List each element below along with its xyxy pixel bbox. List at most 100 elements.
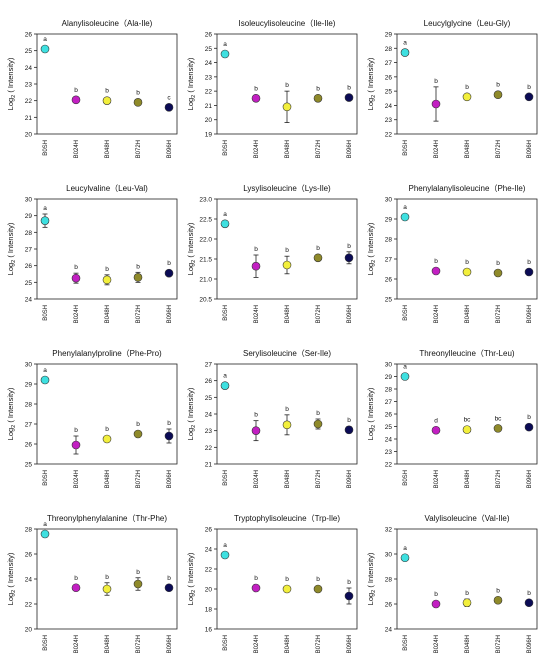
- data-point: [282, 102, 292, 112]
- data-point: [524, 598, 534, 608]
- significance-letter: b: [74, 575, 78, 582]
- significance-letter: b: [105, 426, 109, 433]
- x-tick-label: B096H: [527, 140, 533, 158]
- data-point: [251, 261, 261, 271]
- data-point: [462, 425, 472, 434]
- data-point: [400, 553, 410, 563]
- x-tick-label: B048H: [285, 140, 291, 158]
- panel-4: Leucylvaline（Leu-Val) 24 25 26 27 28 29 30 Log2 …: [6, 184, 178, 323]
- significance-letter: b: [496, 587, 500, 594]
- significance-letter: a: [223, 373, 227, 380]
- data-point: [313, 93, 323, 103]
- significance-letter: b: [316, 85, 320, 92]
- x-tick-label: B024H: [434, 305, 440, 323]
- x-tick-label: B096H: [167, 470, 173, 488]
- data-point: [462, 267, 472, 277]
- data-point: [282, 420, 292, 430]
- data-point: [400, 48, 410, 57]
- significance-letter: b: [254, 246, 258, 253]
- y-tick-label: 24: [205, 547, 213, 554]
- y-tick-label: 21.0: [199, 277, 212, 284]
- x-tick-label: B048H: [285, 635, 291, 653]
- data-point: [251, 93, 261, 103]
- y-tick-label: 21: [25, 115, 33, 122]
- panel-10: Threonylphenylalanine（Thr-Phe) 20 22 24 26 28…: [6, 514, 178, 653]
- x-tick-label: B024H: [74, 305, 80, 323]
- data-point: [164, 431, 174, 441]
- y-axis-label: Log2 ( Intensity): [6, 552, 17, 605]
- data-point: [102, 584, 112, 594]
- data-point: [220, 550, 230, 560]
- y-tick-label: 20.5: [199, 297, 212, 304]
- significance-letter: a: [223, 211, 227, 218]
- data-point: [133, 98, 143, 107]
- plot-frame: [216, 198, 358, 300]
- panel-11: Tryptophylisoleucine（Trp-Ile) 16 18 20 22 24 2…: [186, 514, 358, 653]
- x-tick-label: B024H: [74, 140, 80, 158]
- data-point: [40, 529, 50, 539]
- panel-1: Alanylisoleucine（Ala-Ile) 20 21 22 23 24 25 26 L…: [6, 19, 178, 158]
- y-tick-label: 22: [385, 462, 393, 469]
- y-tick-label: 32: [385, 527, 393, 534]
- y-tick-label: 30: [25, 362, 33, 369]
- panel-title: Lysylisoleucine（Lys-Ile): [243, 184, 331, 193]
- y-tick-label: 21: [205, 103, 213, 110]
- data-point: [251, 583, 261, 593]
- panel-title: Threonylleucine（Thr-Leu): [419, 349, 514, 358]
- y-tick-label: 30: [385, 197, 393, 204]
- panel-12: Valylisoleucine（Val-Ile) 24 26 28 30 32 Log2 (…: [366, 514, 538, 653]
- panel-title: Valylisoleucine（Val-Ile): [424, 514, 509, 523]
- y-tick-label: 26: [385, 74, 393, 81]
- x-tick-label: B024H: [74, 635, 80, 653]
- y-tick-label: 24: [385, 437, 393, 444]
- significance-letter: b: [254, 575, 258, 582]
- significance-letter: b: [347, 417, 351, 424]
- y-tick-label: 28: [385, 46, 393, 53]
- y-tick-label: 20: [25, 132, 33, 139]
- significance-letter: b: [167, 420, 171, 427]
- y-tick-label: 19: [205, 132, 213, 139]
- y-tick-label: 25: [25, 48, 33, 55]
- x-tick-label: B048H: [105, 140, 111, 158]
- panel-title: Phenylalanylisoleucine（Phe-Ile): [409, 184, 526, 193]
- x-tick-label: B048H: [105, 305, 111, 323]
- y-axis-label: Log2 ( Intensity): [366, 222, 377, 275]
- significance-letter: b: [105, 88, 109, 95]
- x-tick-label: B0SH: [403, 140, 409, 156]
- significance-letter: b: [285, 247, 289, 254]
- y-tick-label: 23: [385, 117, 393, 124]
- data-point: [524, 92, 534, 102]
- data-point: [313, 253, 323, 263]
- y-tick-label: 20: [25, 627, 33, 634]
- data-point: [282, 584, 292, 594]
- y-tick-label: 21: [205, 462, 213, 469]
- data-point: [220, 381, 230, 390]
- x-tick-label: B0SH: [403, 635, 409, 651]
- y-tick-label: 29: [25, 213, 33, 220]
- panel-title: Leucylglycine（Leu-Gly): [424, 19, 511, 28]
- panel-title: Threonylphenylalanine（Thr-Phe): [47, 514, 167, 523]
- y-tick-label: 30: [385, 362, 393, 369]
- y-tick-label: 29: [25, 382, 33, 389]
- y-tick-label: 23: [205, 428, 213, 435]
- y-axis-label: Log2 ( Intensity): [366, 552, 377, 605]
- significance-letter: b: [74, 264, 78, 271]
- panel-title: Serylisoleucine（Ser-Ile): [243, 349, 331, 358]
- y-axis-label: Log2 ( Intensity): [186, 552, 197, 605]
- data-point: [133, 273, 143, 282]
- significance-letter: b: [496, 260, 500, 267]
- significance-letter: b: [316, 245, 320, 252]
- significance-letter: b: [465, 590, 469, 597]
- significance-letter: b: [136, 421, 140, 428]
- significance-letter: a: [223, 41, 227, 48]
- panel-6: Phenylalanylisoleucine（Phe-Ile) 25 26 27 28 2…: [366, 184, 538, 323]
- significance-letter: b: [136, 263, 140, 270]
- significance-letter: b: [496, 82, 500, 89]
- data-point: [40, 216, 50, 225]
- significance-letter: b: [167, 260, 171, 267]
- y-tick-label: 30: [385, 552, 393, 559]
- y-tick-label: 26: [385, 412, 393, 419]
- significance-letter: b: [254, 85, 258, 92]
- significance-letter: a: [403, 40, 407, 47]
